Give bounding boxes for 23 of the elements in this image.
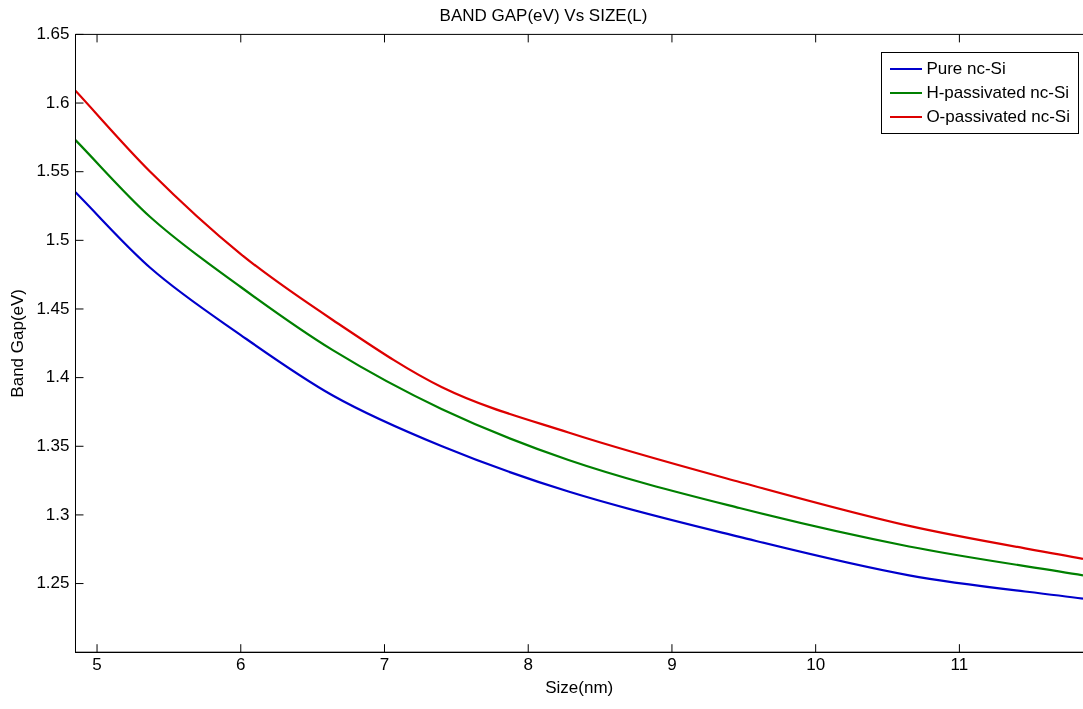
- y-tick-label: 1.45: [36, 298, 70, 318]
- legend-label: H-passivated nc-Si: [926, 83, 1070, 103]
- y-tick-label: 1.3: [45, 504, 70, 524]
- line-series: [75, 191, 1083, 600]
- y-tick-label: 1.35: [36, 435, 70, 455]
- legend-label: O-passivated nc-Si: [926, 107, 1070, 127]
- x-tick-label: 6: [236, 655, 246, 675]
- y-tick-label: 1.6: [45, 92, 70, 112]
- y-tick-label: 1.65: [36, 24, 70, 44]
- x-tick-label: 7: [379, 655, 390, 675]
- chart-title: BAND GAP(eV) Vs SIZE(L): [439, 5, 648, 25]
- x-tick-label: 9: [667, 655, 677, 675]
- y-tick-label: 1.55: [36, 161, 70, 181]
- y-tick-label: 1.5: [45, 230, 70, 250]
- y-tick-label: 1.4: [45, 367, 70, 387]
- x-tick-label: 11: [950, 655, 969, 675]
- x-tick-label: 10: [806, 655, 826, 675]
- y-axis-title: Band Gap(eV): [7, 288, 27, 398]
- x-axis-title: Size(nm): [545, 678, 614, 698]
- legend-label: Pure nc-Si: [926, 59, 1006, 79]
- x-tick-label: 8: [523, 655, 533, 675]
- y-tick-label: 1.25: [36, 573, 70, 593]
- x-tick-label: 5: [92, 655, 102, 675]
